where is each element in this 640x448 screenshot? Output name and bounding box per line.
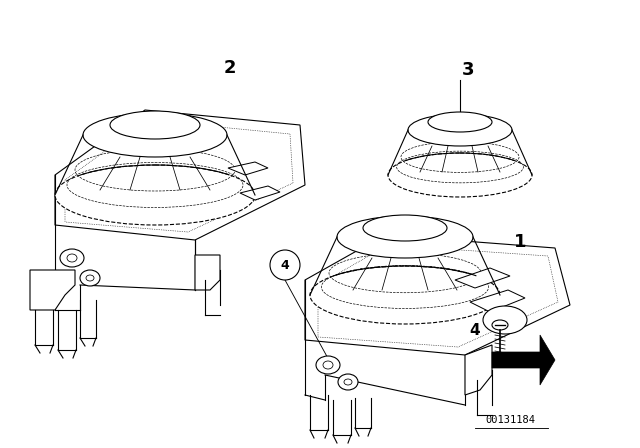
Ellipse shape (310, 266, 500, 324)
Polygon shape (455, 268, 510, 288)
Text: 2: 2 (224, 59, 236, 77)
Circle shape (270, 250, 300, 280)
Polygon shape (470, 290, 525, 312)
Text: 1: 1 (514, 233, 526, 251)
Text: 4: 4 (280, 258, 289, 271)
Ellipse shape (337, 216, 473, 258)
Polygon shape (30, 270, 75, 310)
Ellipse shape (388, 153, 532, 197)
Text: 00131184: 00131184 (485, 415, 535, 425)
Polygon shape (240, 186, 280, 200)
Polygon shape (228, 162, 268, 175)
Ellipse shape (316, 356, 340, 374)
Text: 3: 3 (461, 61, 474, 79)
Ellipse shape (55, 165, 255, 225)
Ellipse shape (363, 215, 447, 241)
Polygon shape (465, 345, 492, 395)
Ellipse shape (483, 306, 527, 334)
Ellipse shape (60, 249, 84, 267)
Polygon shape (195, 255, 220, 290)
Ellipse shape (492, 320, 508, 330)
Polygon shape (55, 110, 305, 240)
Ellipse shape (428, 112, 492, 132)
Ellipse shape (110, 111, 200, 139)
Polygon shape (305, 235, 570, 355)
Polygon shape (492, 335, 555, 385)
Ellipse shape (408, 114, 512, 146)
Text: 4: 4 (470, 323, 480, 337)
Ellipse shape (80, 270, 100, 286)
Ellipse shape (83, 113, 227, 157)
Ellipse shape (338, 374, 358, 390)
